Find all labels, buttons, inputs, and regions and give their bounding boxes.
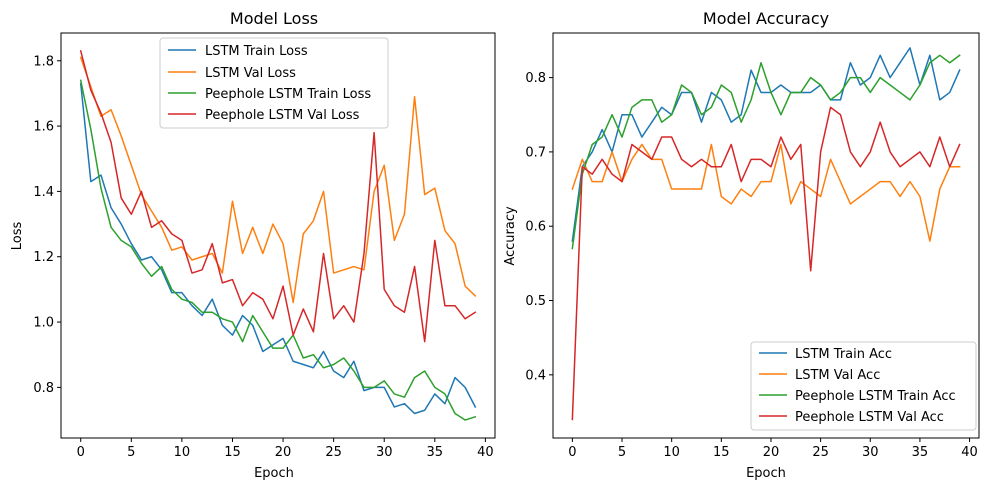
loss-chart-marks: 0 5 10 15 20 25 30 35 40 0.8 1.0 1.2 1.4 1.6 1.8 xyxy=(33,50,494,460)
loss-ytick-label: 0.8 xyxy=(33,381,54,396)
loss-xtick-label: 15 xyxy=(224,445,241,460)
accuracy-xtick-label: 40 xyxy=(961,445,978,460)
accuracy-chart-axes-frame xyxy=(552,32,980,439)
loss-chart-axes-frame xyxy=(60,32,496,439)
loss-ytick-label: 1.4 xyxy=(33,185,54,200)
loss-legend-label-lstm-train: LSTM Train Loss xyxy=(205,44,308,59)
accuracy-xtick-label: 5 xyxy=(618,445,626,460)
accuracy-ytick-label: 0.5 xyxy=(525,294,546,309)
accuracy-chart-title: Model Accuracy xyxy=(703,9,829,28)
loss-xtick-label: 40 xyxy=(477,445,494,460)
loss-xtick-label: 20 xyxy=(275,445,292,460)
accuracy-legend-label-peephole-train: Peephole LSTM Train Acc xyxy=(795,389,956,404)
accuracy-xtick-label: 20 xyxy=(763,445,780,460)
loss-xtick-label: 25 xyxy=(325,445,342,460)
loss-ytick-label: 1.8 xyxy=(33,54,54,69)
accuracy-series-lstm-val-acc xyxy=(571,143,961,242)
loss-series-lstm-train-loss xyxy=(79,82,477,415)
accuracy-chart-panel: Model Accuracy Epoch Accuracy 0 5 10 15 20 25… xyxy=(503,9,980,481)
loss-legend-label-peephole-train: Peephole LSTM Train Loss xyxy=(205,87,371,102)
accuracy-ytick-label: 0.7 xyxy=(525,145,546,160)
loss-series-peephole-lstm-train-loss xyxy=(79,79,477,421)
accuracy-ytick-label: 0.8 xyxy=(525,71,546,86)
accuracy-xtick-label: 25 xyxy=(812,445,829,460)
loss-ytick-label: 1.2 xyxy=(33,250,54,265)
loss-chart-legend: LSTM Train Loss LSTM Val Loss Peephole L… xyxy=(159,37,389,129)
loss-chart-title: Model Loss xyxy=(230,9,318,28)
loss-chart-xlabel: Epoch xyxy=(254,466,294,481)
loss-xtick-label: 10 xyxy=(174,445,191,460)
accuracy-series-lstm-train-acc xyxy=(571,47,961,242)
accuracy-ytick-label: 0.6 xyxy=(525,220,546,235)
loss-legend-label-peephole-val: Peephole LSTM Val Loss xyxy=(205,108,360,123)
loss-xtick-label: 0 xyxy=(77,445,85,460)
loss-chart-panel: Model Loss Epoch Loss 0 5 10 15 20 25 30 35 40 0.… xyxy=(10,9,496,481)
accuracy-xtick-label: 15 xyxy=(713,445,730,460)
loss-xtick-label: 30 xyxy=(376,445,393,460)
accuracy-xtick-label: 35 xyxy=(912,445,929,460)
loss-series-lstm-val-loss xyxy=(79,56,477,304)
loss-series-peephole-lstm-val-loss xyxy=(79,50,477,343)
accuracy-xtick-label: 0 xyxy=(568,445,576,460)
loss-xtick-label: 5 xyxy=(127,445,135,460)
loss-xtick-label: 35 xyxy=(427,445,444,460)
accuracy-chart-ylabel: Accuracy xyxy=(503,206,518,266)
accuracy-legend-label-lstm-val: LSTM Val Acc xyxy=(795,368,880,383)
loss-ytick-label: 1.0 xyxy=(33,316,54,331)
accuracy-series-peephole-lstm-val-acc xyxy=(571,106,961,421)
loss-legend-label-lstm-val: LSTM Val Loss xyxy=(205,66,296,81)
accuracy-series-peephole-lstm-train-acc xyxy=(571,54,961,250)
loss-ytick-label: 1.6 xyxy=(33,120,54,135)
loss-legend-frame xyxy=(159,37,389,129)
accuracy-chart-legend: LSTM Train Acc LSTM Val Acc Peephole LST… xyxy=(750,341,977,431)
loss-chart-ylabel: Loss xyxy=(10,222,25,251)
accuracy-xtick-label: 10 xyxy=(663,445,680,460)
accuracy-legend-label-lstm-train: LSTM Train Acc xyxy=(795,347,892,362)
accuracy-xtick-label: 30 xyxy=(862,445,879,460)
accuracy-ytick-label: 0.4 xyxy=(525,368,546,383)
accuracy-legend-frame xyxy=(750,341,977,431)
accuracy-legend-label-peephole-val: Peephole LSTM Val Acc xyxy=(795,410,944,425)
accuracy-chart-marks: 0 5 10 15 20 25 30 35 40 0.4 0.5 0.6 0.7 0.8 xyxy=(525,47,978,460)
accuracy-chart-xlabel: Epoch xyxy=(746,466,786,481)
